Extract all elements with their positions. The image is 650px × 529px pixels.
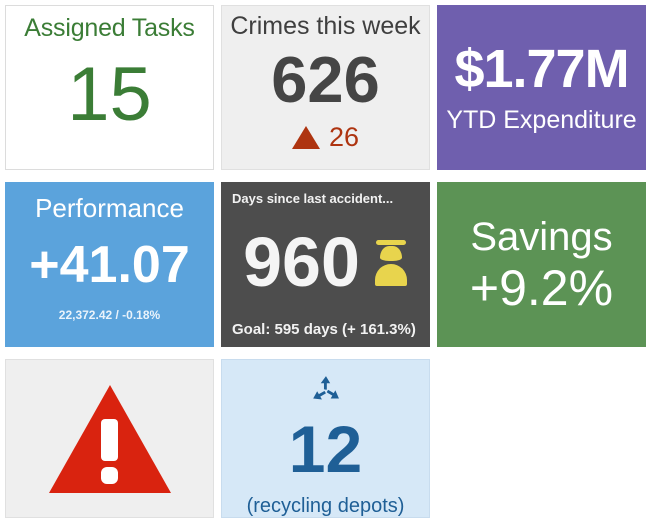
performance-value: +41.07	[29, 236, 190, 294]
tile-assigned-tasks[interactable]: Assigned Tasks 15	[5, 5, 214, 170]
savings-value: +9.2%	[469, 259, 614, 316]
construction-worker-icon	[374, 238, 408, 286]
performance-title: Performance	[35, 193, 184, 223]
assigned-tasks-title: Assigned Tasks	[24, 14, 195, 42]
days-since-accident-value: 960	[243, 222, 360, 301]
tile-warning-alert[interactable]	[5, 359, 214, 518]
ytd-expenditure-caption: YTD Expenditure	[446, 106, 637, 134]
crimes-delta: 26	[291, 122, 360, 152]
tile-crimes-this-week[interactable]: Crimes this week 626 26	[221, 5, 430, 170]
crimes-value: 626	[271, 43, 380, 116]
days-since-accident-goal: Goal: 595 days (+ 161.3%)	[232, 321, 416, 338]
tile-ytd-expenditure[interactable]: $1.77M YTD Expenditure	[437, 5, 646, 170]
worker-body-shape	[374, 263, 407, 286]
hardhat-dome-shape	[379, 245, 402, 261]
crimes-delta-value: 26	[328, 122, 360, 152]
crimes-title: Crimes this week	[230, 12, 421, 40]
warning-triangle-icon	[48, 384, 171, 493]
days-since-accident-midrow: 960	[232, 227, 419, 297]
tile-empty-slot	[437, 359, 646, 518]
assigned-tasks-value: 15	[67, 52, 152, 137]
triangle-up-icon	[291, 126, 320, 149]
tile-performance[interactable]: Performance +41.07 22,372.42 / -0.18%	[5, 182, 214, 347]
performance-subtext: 22,372.42 / -0.18%	[58, 308, 161, 322]
savings-title: Savings	[470, 214, 613, 259]
ytd-expenditure-value: $1.77M	[454, 39, 629, 99]
tile-savings[interactable]: Savings +9.2%	[437, 182, 646, 347]
recycling-depots-caption: (recycling depots)	[246, 495, 405, 517]
days-since-accident-title: Days since last accident...	[232, 191, 394, 206]
hardhat-brim-shape	[375, 239, 406, 245]
recycling-depots-value: 12	[288, 412, 363, 486]
tile-recycling-depots[interactable]: 12 (recycling depots)	[221, 359, 430, 518]
recycling-icon	[310, 373, 341, 402]
tile-days-since-last-accident[interactable]: Days since last accident... 960 Goal: 59…	[221, 182, 430, 347]
